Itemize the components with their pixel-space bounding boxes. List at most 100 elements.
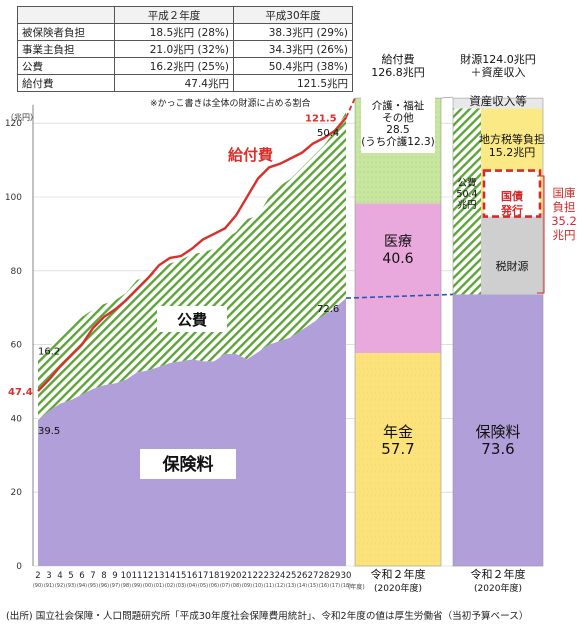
end-total-label: 121.5 (305, 114, 337, 125)
revenue-premium-segment (453, 294, 543, 566)
x-era-label: (09) (242, 583, 252, 589)
x-era-label: (98) (121, 583, 131, 589)
x-tick-label: 5 (68, 571, 73, 581)
summary-cell: 21.0兆円 (32%) (114, 40, 234, 58)
x-tick-label: 11 (132, 571, 143, 581)
x-era-label: (10) (253, 583, 263, 589)
summary-header-cell: 平成２年度 (114, 6, 234, 24)
public-area (38, 112, 346, 421)
national-treasury-label: 国庫 (553, 186, 576, 200)
x-era-label: (02) (165, 583, 175, 589)
x-tick-label: 27 (308, 571, 319, 581)
x-tick-label: 7 (90, 571, 95, 581)
care-label: 介護・福祉 (372, 99, 425, 112)
pension-segment (355, 353, 441, 566)
national-treasury-label: 兆円 (553, 228, 576, 242)
national-bond-box (482, 169, 542, 218)
premium-series-label: 保険料 (162, 454, 214, 475)
y-tick-label: 0 (16, 562, 22, 572)
summary-cell: 121.5兆円 (233, 74, 353, 92)
summary-row: 事業主負担 21.0兆円 (32%) 34.3兆円 (26%) (17, 40, 353, 58)
x-tick-label: 4 (57, 571, 62, 581)
x-era-label: (92) (55, 583, 65, 589)
x-tick-label: 18 (209, 571, 220, 581)
x-era-label: (13) (286, 583, 296, 589)
x-tick-label: 19 (220, 571, 231, 581)
x-tick-label: 24 (275, 571, 286, 581)
x-axis-unit: (年度) (348, 583, 365, 591)
summary-table: 平成２年度 平成30年度 被保険者負担 18.5兆円 (28%) 38.3兆円 … (17, 6, 353, 92)
x-tick-label: 15 (176, 571, 187, 581)
x-era-label: (07) (220, 583, 230, 589)
x-tick-label: 23 (264, 571, 275, 581)
start-public-label: 16.2 (38, 346, 60, 357)
x-era-label: (03) (176, 583, 186, 589)
x-era-label: (08) (231, 583, 241, 589)
summary-cell: 38.3兆円 (29%) (233, 23, 353, 41)
revenue-bar-xlabel: 令和２年度 (471, 567, 526, 581)
x-tick-label: 3 (46, 571, 51, 581)
x-tick-label: 29 (330, 571, 341, 581)
revenue-bar-outline (452, 97, 544, 567)
summary-row: 給付費 47.4兆円 121.5兆円 (17, 74, 353, 92)
benefit-series-label: 給付費 (228, 146, 273, 164)
x-tick-label: 2 (35, 571, 40, 581)
x-era-label: (96) (99, 583, 109, 589)
x-era-label: (91) (44, 583, 54, 589)
chart: 0 20 40 60 80 100 120（兆円） 2 (90)3 (91)4 (92)5 (93)6… (5, 52, 577, 594)
premium-label-bg (140, 449, 236, 479)
medical-label: 40.6 (382, 251, 413, 267)
x-tick-label: 20 (231, 571, 242, 581)
y-tick-label: 80 (11, 267, 23, 277)
y-tick-label: 120 (5, 119, 22, 129)
pension-label: 57.7 (381, 440, 414, 458)
x-era-label: (99) (132, 583, 142, 589)
x-era-label: (05) (198, 583, 208, 589)
x-tick-label: 16 (187, 571, 198, 581)
x-era-label: (04) (187, 583, 197, 589)
y-unit-label: （兆円） (6, 112, 38, 122)
x-era-label: (14) (297, 583, 307, 589)
revenue-public-label: 50.4 (456, 189, 477, 200)
medical-label: 医療 (384, 233, 412, 250)
revenue-bar-xsub: (2020年度) (474, 582, 522, 594)
table-note: ※かっこ書きは全体の財源に占める割合 (150, 99, 311, 109)
start-premium-label: 39.5 (38, 426, 60, 437)
asset-income-segment (453, 98, 543, 109)
x-era-label: (11) (264, 583, 274, 589)
start-total-label: 47.4 (8, 387, 33, 398)
summary-header-cell (17, 6, 115, 24)
revenue-premium-label: 73.6 (481, 440, 514, 458)
national-bond-label: 国債 (501, 189, 523, 203)
x-era-label: (93) (66, 583, 76, 589)
x-tick-label: 9 (112, 571, 117, 581)
x-tick-label: 30 (341, 571, 352, 581)
x-era-label: (06) (209, 583, 219, 589)
care-label: 28.5 (386, 124, 409, 136)
x-era-label: (18) (341, 583, 351, 589)
x-tick-label: 17 (198, 571, 209, 581)
revenue-bar-header: ＋資産収入 (471, 66, 526, 79)
local-tax-label: 地方税等負担 (479, 132, 545, 146)
premium-link-line (345, 293, 454, 299)
source-note: (出所) 国立社会保障・人口問題研究所「平成30年度社会保障費用統計」、令和2年… (6, 611, 529, 622)
x-tick-label: 14 (165, 571, 176, 581)
revenue-public-label: 兆円 (457, 200, 476, 211)
benefit-line (37, 116, 347, 392)
medical-segment (355, 203, 441, 354)
revenue-bar-header: 財源124.0兆円 (460, 52, 536, 66)
x-era-label: (95) (88, 583, 98, 589)
x-era-label: (15) (308, 583, 318, 589)
x-tick-label: 13 (154, 571, 165, 581)
x-era-label: (01) (154, 583, 164, 589)
care-label-bg (361, 97, 435, 153)
revenue-public-segment (453, 108, 481, 295)
benefit-link-line (345, 97, 356, 119)
public-link-line (440, 96, 454, 99)
x-tick-label: 25 (286, 571, 297, 581)
x-era-label: (97) (110, 583, 120, 589)
x-era-label: (17) (330, 583, 340, 589)
y-tick-label: 20 (11, 488, 23, 498)
pension-label: 年金 (383, 423, 413, 441)
benefit-bar-xsub: (2020年度) (374, 582, 422, 594)
